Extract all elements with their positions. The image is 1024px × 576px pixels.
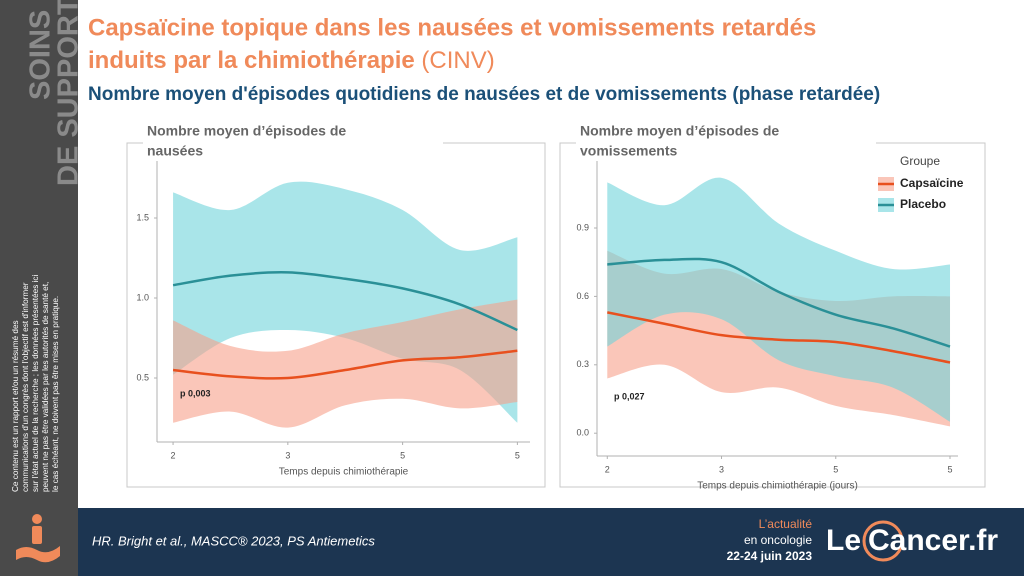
line [607,257,951,348]
title: Capsaïcine topique dans les nausées et v… [88,14,816,41]
y-tick-label: 1.0 [136,292,149,302]
chart-title: nausées [147,143,203,159]
line [172,349,518,380]
chart-title-bg [143,125,443,161]
y-tick-label: 0.0 [576,428,589,438]
y-tick-label: 0.6 [576,291,589,301]
x-tick-label: 3 [719,464,724,474]
disclaimer: communications d'un congrès dont l'objec… [21,282,30,492]
x-axis-label: Temps depuis chimiothérapie [279,467,409,478]
title-line: induits par la chimiothérapie [88,47,415,74]
annotation: p 0,027 [614,391,645,401]
legend-title: Groupe [900,154,940,168]
citation: HR. Bright et al., MASCC® 2023, PS Antie… [92,533,375,548]
x-tick-label: 2 [605,464,610,474]
sidebar-label: DE SUPPORT [53,0,85,186]
sidebar-label: SOINS [25,10,57,100]
disclaimer: peuvent ne pas être validées par les aut… [41,282,50,492]
x-axis-label: Temps depuis chimiothérapie (jours) [697,481,858,492]
x-tick-label: 5 [947,464,952,474]
confidence-band [173,299,518,428]
chart-title-bg [576,125,876,161]
line [607,311,951,364]
sidebar-icon [16,514,60,563]
footer-text: en oncologie [744,533,812,547]
x-tick-label: 3 [285,450,290,460]
title: induits par la chimiothérapie (CINV) [88,47,495,74]
subtitle: Nombre moyen d'épisodes quotidiens de na… [88,84,880,105]
legend-label: Capsaïcine [900,176,964,190]
disclaimer: sur l'état actuel de la recherche ; les … [31,275,40,492]
x-tick-label: 5 [515,450,520,460]
legend-label: Placebo [900,197,946,211]
y-tick-label: 0.5 [136,372,149,382]
y-tick-label: 0.3 [576,359,589,369]
logo: Cancer.fr [868,524,998,557]
chart-title: vomissements [580,143,677,159]
confidence-band [173,181,518,423]
footer-text: 22-24 juin 2023 [727,549,813,563]
y-tick-label: 0.9 [576,222,589,232]
line [172,271,518,332]
chart-title: Nombre moyen d’épisodes de [580,123,779,139]
y-tick-label: 1.5 [136,212,149,222]
x-tick-label: 5 [400,450,405,460]
logo: Le [826,524,861,557]
title-suffix: (CINV) [421,47,494,74]
logo-ring [862,520,904,562]
confidence-band [607,177,951,422]
sidebar [0,0,78,576]
disclaimer: le cas échéant, ne doivent pas être mise… [51,296,60,492]
x-tick-label: 5 [833,464,838,474]
footer [78,508,1024,576]
annotation: p 0,003 [180,388,211,398]
chart-title: Nombre moyen d’épisodes de [147,123,346,139]
footer-text: L’actualité [759,517,813,531]
disclaimer: Ce contenu est un rapport et/ou un résum… [11,320,20,492]
x-tick-label: 2 [171,450,176,460]
